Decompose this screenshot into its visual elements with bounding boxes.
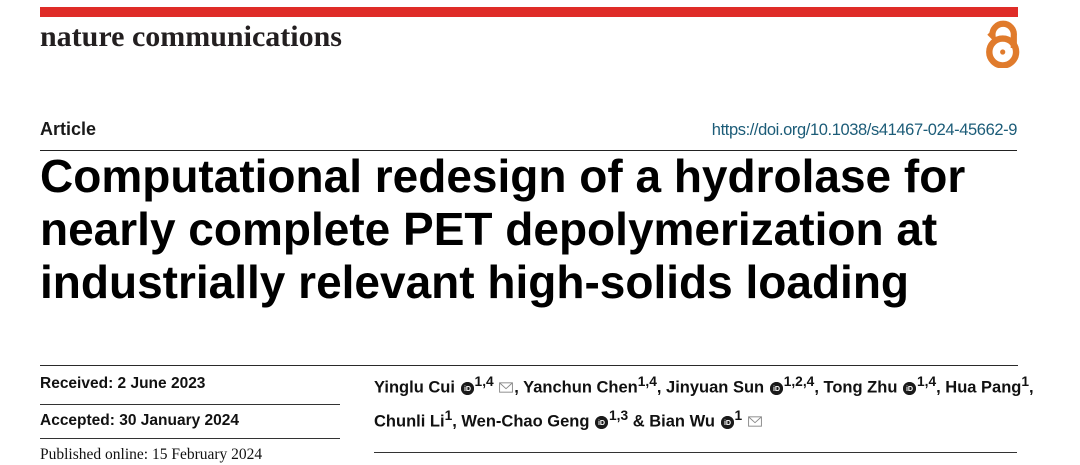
svg-text:iD: iD (773, 385, 780, 393)
svg-text:iD: iD (463, 385, 470, 393)
svg-text:iD: iD (598, 419, 605, 427)
svg-text:iD: iD (906, 385, 913, 393)
svg-text:iD: iD (723, 419, 730, 427)
